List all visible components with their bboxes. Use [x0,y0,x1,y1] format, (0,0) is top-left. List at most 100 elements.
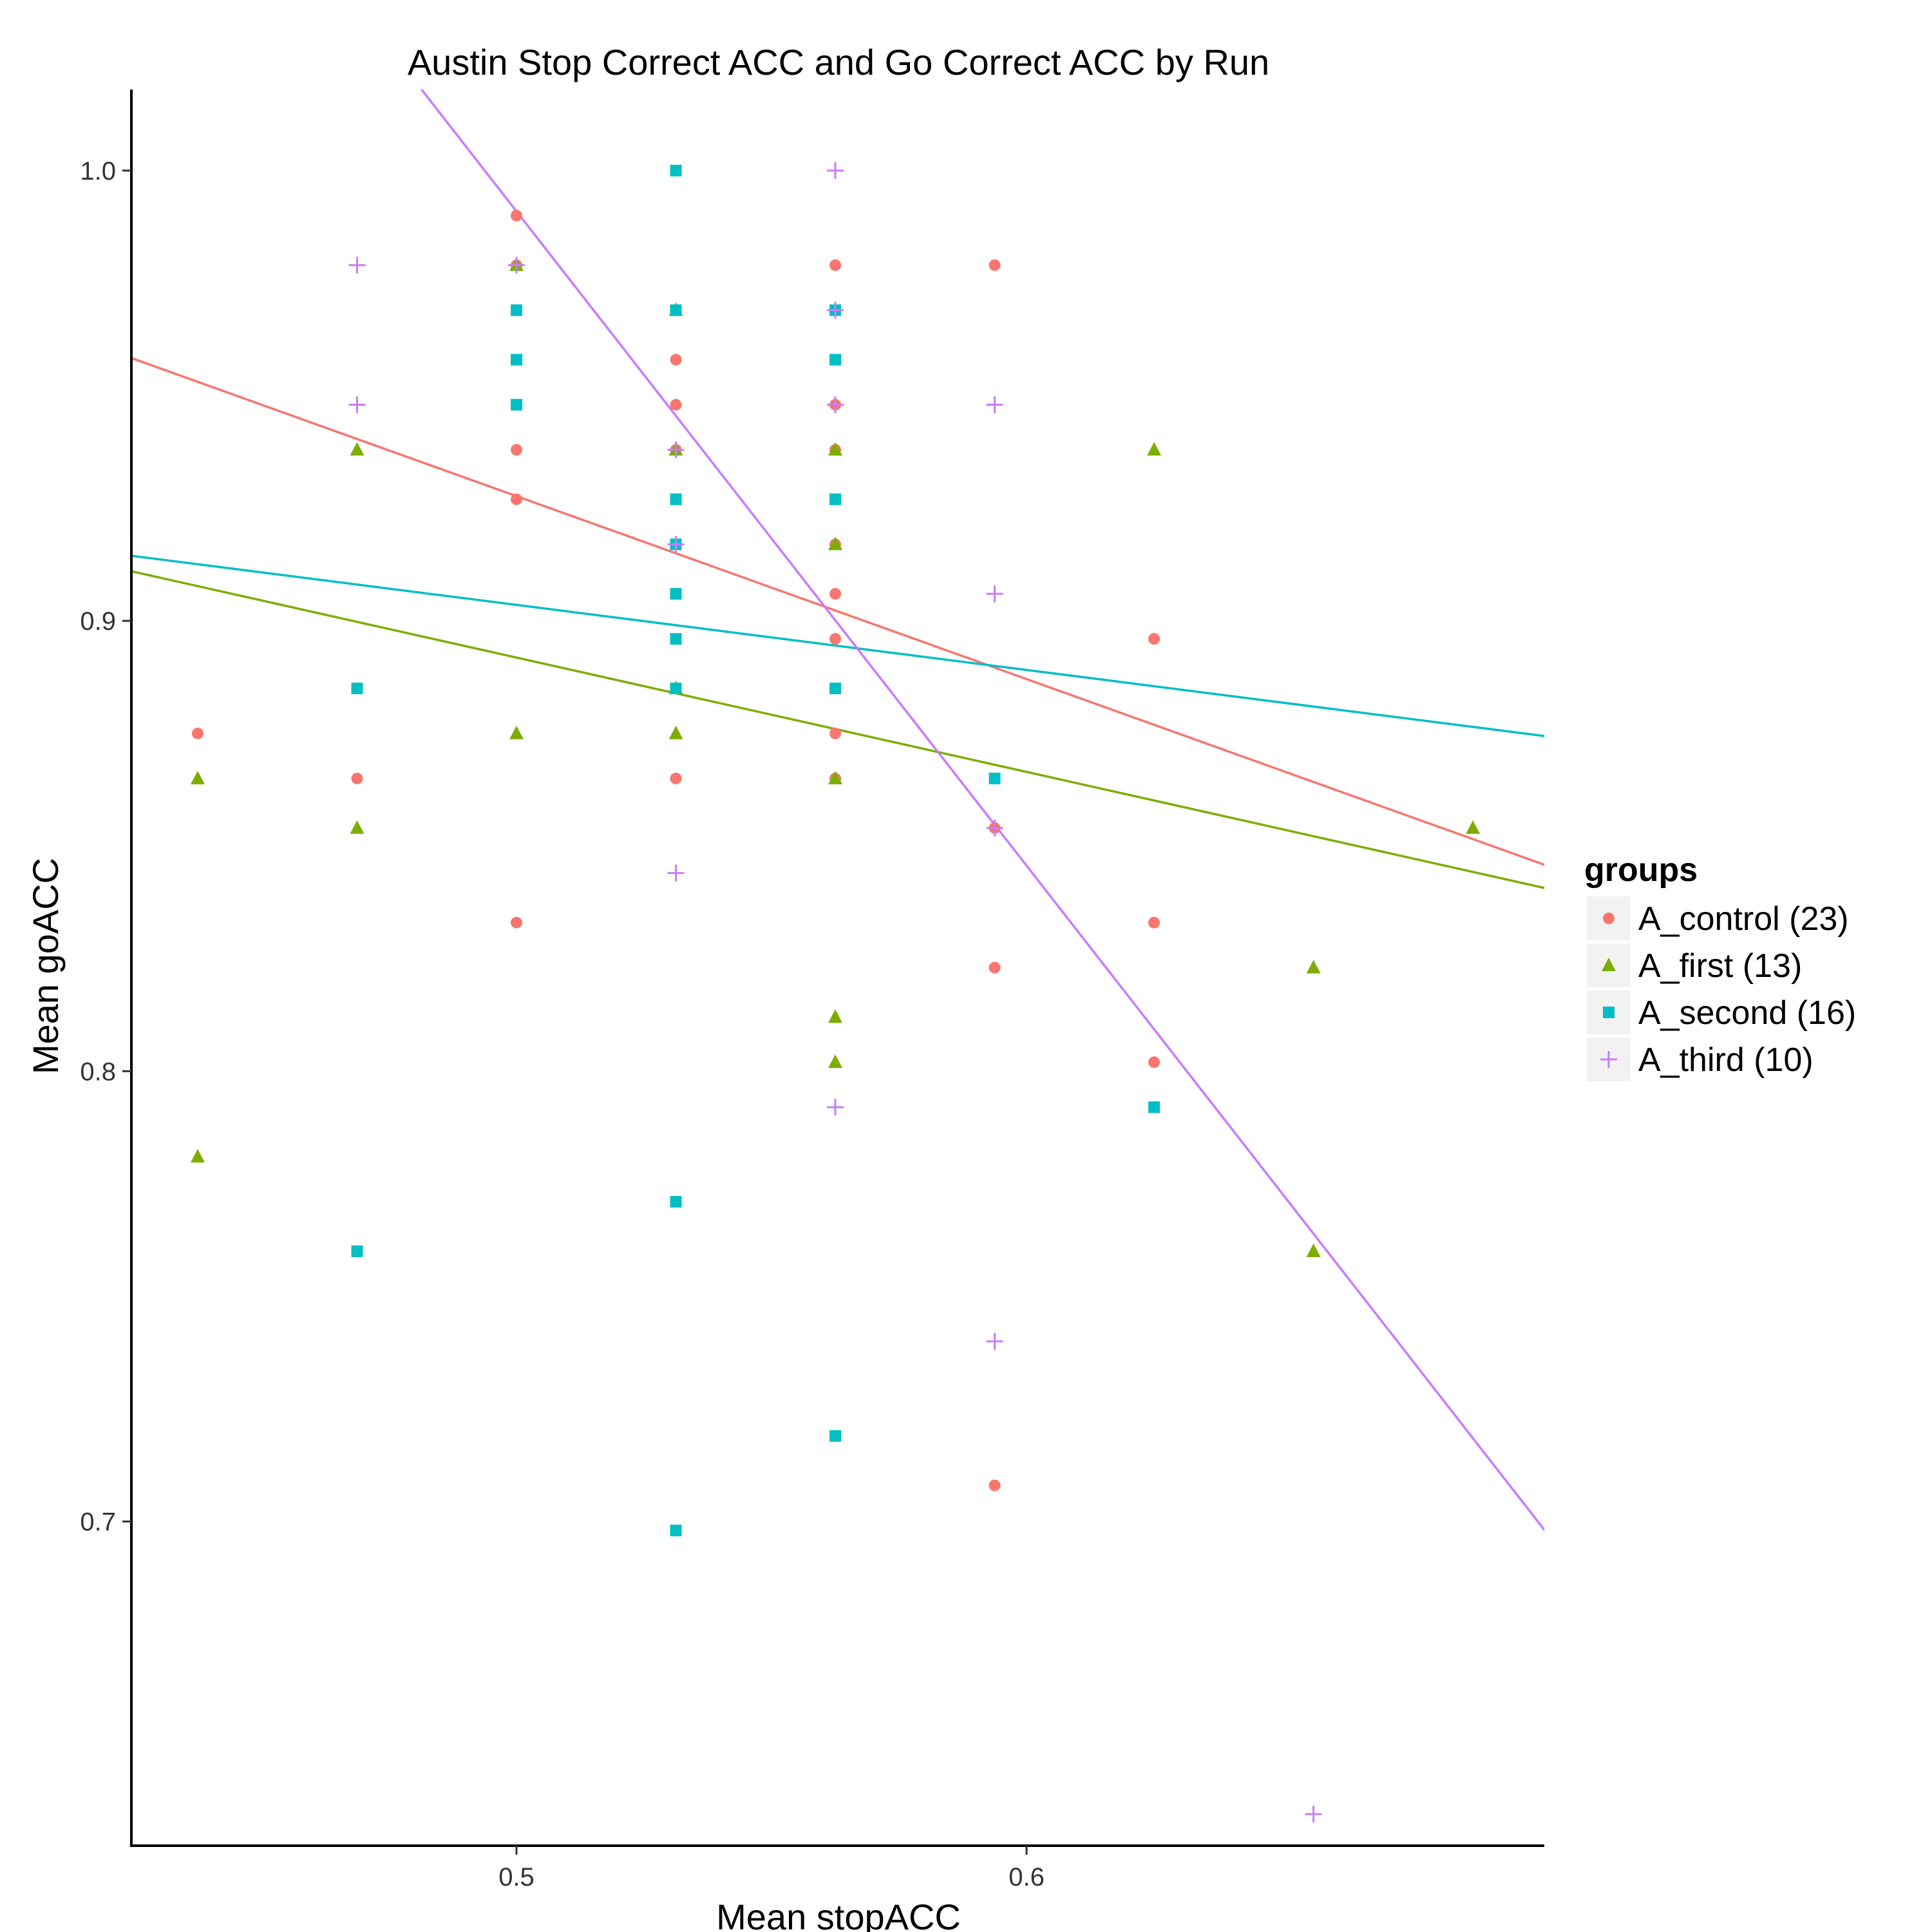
data-point [667,536,685,553]
y-axis-ticks: 0.7 0.8 0.9 1.0 [80,157,131,1537]
legend-key-marker [1603,1007,1615,1018]
data-point [828,770,843,784]
x-axis-title: Mean stopACC [716,1897,961,1932]
data-point [670,682,682,694]
x-axis-ticks: 0.5 0.6 [498,1846,1045,1891]
legend: groups A_control (23) A_first (13) A_secon… [1584,851,1856,1081]
data-point [989,259,1001,271]
data-point [670,354,682,366]
data-point [829,727,842,739]
legend-item: A_first (13) [1587,943,1802,987]
data-points [190,162,1481,1823]
legend-key-marker [1602,958,1616,971]
data-point [989,1479,1001,1492]
data-point [670,304,682,316]
data-point [668,725,683,739]
data-point [511,916,523,929]
data-point [670,772,682,784]
fit-line [131,554,1544,737]
data-point [670,633,682,645]
data-point [1148,916,1160,929]
data-point [986,819,1003,837]
data-point [1306,960,1321,974]
data-point [989,961,1001,974]
data-point [667,441,685,459]
data-point [829,1430,842,1442]
data-point [1148,1101,1160,1113]
data-point [1306,1244,1321,1258]
data-point [989,772,1001,784]
data-point [829,354,842,366]
data-point [348,256,366,274]
legend-items: A_control (23) A_first (13) A_second (16) A… [1587,896,1856,1081]
data-point [1148,1056,1160,1068]
data-point [190,770,205,784]
data-point [828,1054,843,1068]
data-point [1147,442,1162,456]
data-point [351,682,363,694]
data-point [1305,1806,1322,1823]
data-point [351,1245,363,1258]
x-tick-label: 0.6 [1009,1863,1045,1891]
data-point [511,209,523,222]
legend-label: A_first (13) [1638,947,1802,985]
data-point [509,725,524,739]
data-point [508,256,526,274]
fit-lines [131,90,1544,1532]
data-point [511,444,523,456]
data-point [511,399,523,411]
legend-label: A_second (16) [1638,994,1856,1032]
data-point [670,493,682,506]
y-tick-label: 1.0 [80,157,116,185]
data-point [1148,633,1160,645]
x-tick-label: 0.5 [498,1863,535,1891]
data-point [828,536,843,551]
fit-line [131,357,1544,866]
data-point [351,772,363,784]
y-tick-label: 0.7 [80,1508,116,1537]
chart-title: Austin Stop Correct ACC and Go Correct A… [408,42,1269,82]
y-axis-title: Mean goACC [25,858,66,1074]
data-point [827,162,844,179]
data-point [670,1524,682,1537]
data-point [829,588,842,600]
data-point [827,301,844,319]
data-point [986,585,1003,603]
data-point [986,396,1003,413]
data-point [670,1196,682,1208]
data-point [828,442,843,456]
legend-label: A_control (23) [1638,900,1849,938]
data-point [829,682,842,694]
data-point [667,864,685,882]
data-point [670,399,682,411]
data-point [829,633,842,645]
legend-item: A_second (16) [1587,990,1856,1034]
data-point [827,1099,844,1116]
y-tick-label: 0.9 [80,607,116,636]
data-point [986,1332,1003,1350]
fit-line [131,570,1544,889]
data-point [190,1149,205,1163]
data-point [191,727,204,739]
data-point [670,164,682,176]
legend-label: A_third (10) [1638,1041,1814,1079]
data-point [511,304,523,316]
data-point [511,354,523,366]
legend-item: A_control (23) [1587,896,1849,940]
fit-line [420,90,1544,1532]
data-point [511,493,523,506]
data-point [828,1009,843,1023]
data-point [350,820,365,834]
legend-key-marker [1603,913,1615,924]
y-tick-label: 0.8 [80,1057,116,1086]
data-point [829,259,842,271]
legend-title: groups [1584,851,1698,889]
data-point [670,588,682,600]
legend-item: A_third (10) [1587,1037,1814,1081]
data-point [348,396,366,413]
data-point [1466,820,1481,834]
legend-key-marker [1600,1051,1617,1068]
data-point [350,442,365,456]
data-point [827,396,844,413]
